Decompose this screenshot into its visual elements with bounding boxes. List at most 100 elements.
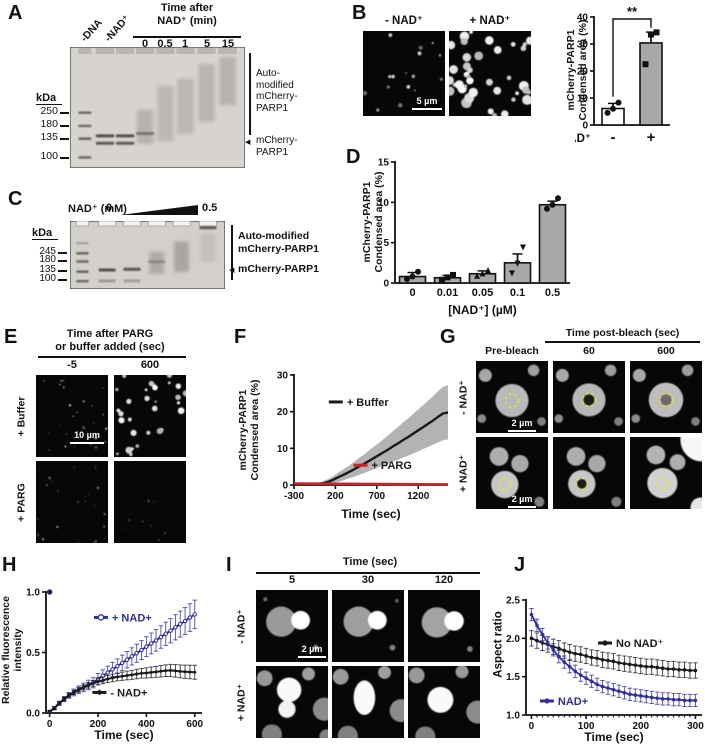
svg-text:0.5: 0.5: [26, 648, 40, 659]
panel-c-conc-high: 0.5: [202, 202, 218, 214]
svg-text:15: 15: [378, 158, 390, 169]
panel-e-row-buffer: + Buffer: [15, 396, 28, 437]
arrowhead-icon: ◀: [245, 139, 251, 146]
panel-a-kda-100: 100: [40, 150, 58, 162]
svg-text:1.5: 1.5: [506, 672, 520, 683]
panel-a-gel-header: Time after NAD⁺ (min): [157, 2, 217, 27]
panel-c-kda-245: 245: [39, 246, 56, 257]
panel-g-header: Time post-bleach (sec): [565, 327, 680, 339]
svg-text:0: 0: [282, 481, 288, 492]
panel-g-col-60: 60: [583, 345, 595, 357]
panel-a-label: A: [8, 2, 23, 24]
panel-h-label: H: [2, 554, 17, 576]
panel-i-col-120: 120: [434, 574, 454, 586]
svg-text:10: 10: [577, 94, 589, 105]
svg-text:20: 20: [277, 407, 289, 418]
svg-text:10: 10: [378, 198, 390, 209]
microscopy-image-e-buffer-pre: [36, 375, 108, 457]
panel-c-bracket-line: [231, 225, 233, 280]
svg-text:+ Buffer: + Buffer: [347, 397, 390, 409]
panel-a-kda-250: 250: [40, 105, 58, 117]
kda-tick-icon: [58, 270, 67, 272]
panel-a-time-1: 1: [181, 38, 189, 50]
panel-d-label: D: [346, 146, 361, 168]
svg-text:+ NAD+: + NAD+: [112, 612, 152, 624]
svg-text:0.5: 0.5: [545, 287, 560, 299]
svg-text:0.01: 0.01: [437, 287, 458, 299]
panel-e-header: Time after PARG or buffer added (sec): [55, 328, 165, 353]
panel-a-bracket-line: [249, 53, 251, 135]
panel-g-header-underline: [545, 341, 700, 343]
panel-c-kda-title: kDa: [32, 227, 58, 240]
svg-text:NAD⁺: NAD⁺: [575, 133, 591, 145]
svg-text:300: 300: [687, 721, 704, 732]
panel-i-col-5: 5: [288, 574, 296, 586]
panel-a-time-0: 0: [141, 38, 149, 50]
microscopy-image-i1: [256, 590, 328, 662]
scalebar: 5 µm: [412, 96, 442, 110]
gel-image-a: [70, 47, 245, 168]
svg-text:+ PARG: + PARG: [371, 460, 411, 472]
svg-text:600: 600: [186, 719, 203, 730]
panel-i-col-30: 30: [361, 574, 375, 586]
microscopy-image-g3: [630, 361, 702, 433]
svg-text:700: 700: [368, 491, 385, 502]
svg-text:**: **: [627, 4, 638, 19]
svg-text:0.0: 0.0: [26, 709, 40, 720]
kda-tick-icon: [60, 157, 69, 159]
svg-text:40: 40: [577, 13, 589, 24]
panel-c-label: C: [8, 188, 23, 210]
panel-j-label: J: [514, 554, 526, 576]
panel-f-line-chart: 0 10 20 30 -300 200 700 1200 + Buffer + PARG Time …: [277, 371, 449, 521]
svg-text:Time (sec): Time (sec): [94, 728, 153, 742]
kda-tick-icon: [58, 279, 67, 281]
panel-g-label: G: [440, 326, 456, 348]
svg-text:1200: 1200: [407, 491, 430, 502]
svg-text:2.5: 2.5: [506, 596, 520, 607]
panel-e-label: E: [4, 326, 18, 348]
svg-text:0: 0: [383, 279, 389, 290]
panel-g-col-prebleach: Pre-bleach: [485, 345, 539, 357]
panel-e-col-minus5: -5: [67, 359, 77, 371]
svg-text:2.0: 2.0: [506, 634, 520, 645]
microscopy-image-g5: [553, 437, 625, 509]
svg-text:1.0: 1.0: [26, 588, 40, 599]
microscopy-image-e-parg-pre: [36, 461, 108, 543]
panel-d-bar-chart: 0 5 10 15 0 0.01 0.05 0.1 0.5 [NAD⁺] (µM): [378, 158, 570, 317]
scalebar: 10 µm: [70, 430, 104, 444]
panel-a-kda-180: 180: [40, 118, 58, 130]
microscopy-image-i2: [332, 590, 404, 662]
panel-i-row-plus-nad: + NAD⁺: [235, 683, 248, 722]
svg-text:[NAD⁺] (µM): [NAD⁺] (µM): [448, 303, 517, 317]
svg-text:10: 10: [277, 444, 289, 455]
scalebar: 2 µm: [508, 494, 536, 508]
panel-b-bar-chart: 0 10 20 30 40 - + NAD⁺ **: [575, 4, 670, 146]
svg-text:- NAD+: - NAD+: [110, 687, 147, 699]
microscopy-image-g2: [553, 361, 625, 433]
panel-a-kda-title: kDa: [36, 92, 62, 105]
panel-c-kda-100: 100: [39, 273, 56, 284]
kda-tick-icon: [58, 252, 67, 254]
svg-text:No NAD⁺: No NAD⁺: [616, 638, 664, 650]
svg-text:30: 30: [577, 40, 589, 51]
panel-e-header-underline: [38, 356, 186, 358]
svg-text:Time (sec): Time (sec): [584, 730, 643, 744]
microscopy-image-i5: [332, 666, 404, 738]
svg-text:0.1: 0.1: [510, 287, 525, 299]
svg-text:-: -: [611, 129, 616, 146]
svg-text:0: 0: [582, 121, 588, 132]
microscopy-image-i6: [408, 666, 480, 738]
panel-c-header: NAD⁺ (mM): [68, 203, 127, 215]
panel-g-col-600: 600: [657, 345, 675, 357]
svg-text:0: 0: [529, 721, 535, 732]
kda-tick-icon: [58, 260, 67, 262]
scalebar: 2 µm: [508, 418, 536, 432]
panel-c-note-automodified: Auto-modified mCherry-PARP1: [238, 230, 319, 255]
svg-text:0: 0: [409, 287, 415, 299]
microscopy-image-e-buffer-600: [114, 375, 186, 457]
svg-text:0.05: 0.05: [472, 287, 493, 299]
panel-a-header-underline: [133, 36, 241, 38]
microscopy-image-b-plus-nad: [449, 31, 531, 116]
svg-text:200: 200: [327, 491, 344, 502]
microscopy-image-e-parg-600: [114, 461, 186, 543]
